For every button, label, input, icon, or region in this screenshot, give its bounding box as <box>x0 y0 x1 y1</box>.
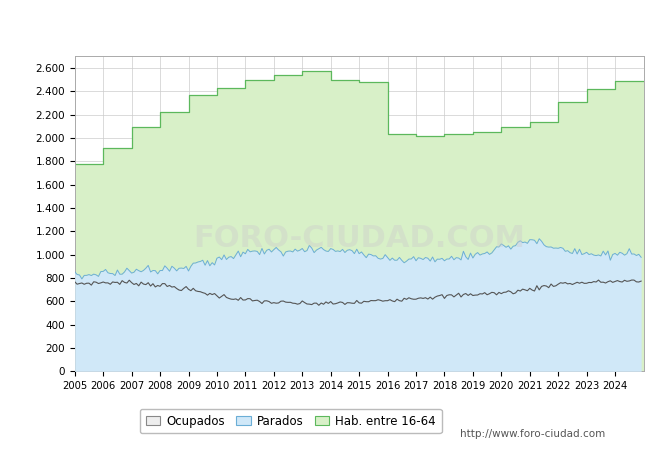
Text: FORO-CIUDAD.COM: FORO-CIUDAD.COM <box>193 225 525 253</box>
Legend: Ocupados, Parados, Hab. entre 16-64: Ocupados, Parados, Hab. entre 16-64 <box>140 409 442 433</box>
Text: http://www.foro-ciudad.com: http://www.foro-ciudad.com <box>460 429 606 439</box>
Text: Turre - Evolucion de la poblacion en edad de Trabajar Mayo de 2024: Turre - Evolucion de la poblacion en eda… <box>76 16 574 31</box>
